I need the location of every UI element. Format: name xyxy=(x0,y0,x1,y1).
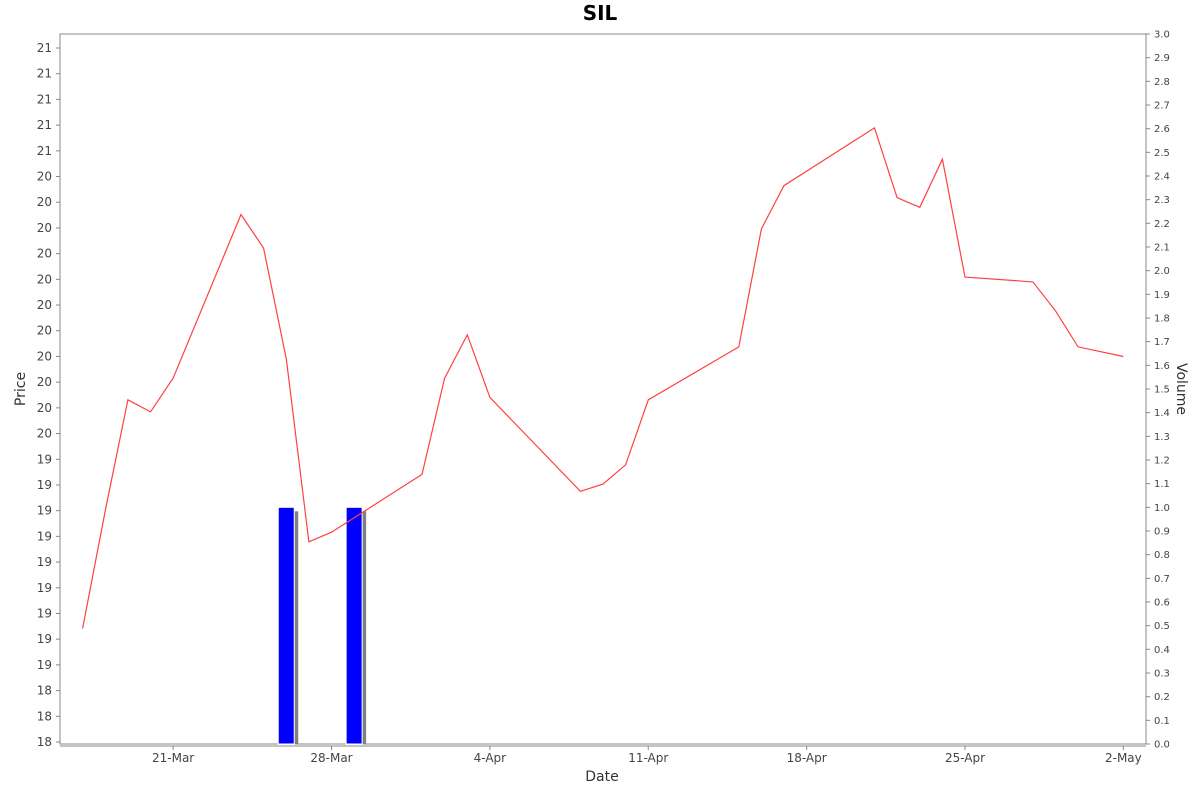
chart-title: SIL xyxy=(583,1,618,25)
price-tick-label: 21 xyxy=(37,67,52,81)
price-series xyxy=(82,126,1124,629)
price-tick-label: 18 xyxy=(37,684,52,698)
price-tick-label: 20 xyxy=(37,324,52,338)
volume-tick-label: 2.4 xyxy=(1154,172,1170,183)
volume-tick-label: 0.5 xyxy=(1154,621,1170,632)
y-axis-label-right: Volume xyxy=(1173,363,1189,415)
volume-tick-label: 1.5 xyxy=(1154,385,1170,396)
x-tick-label: 11-Apr xyxy=(628,751,668,765)
left-ticks: 21 21 21 21 21 20 20 20 20 20 20 20 20 20 20 20 19 19 19 19… xyxy=(37,41,60,749)
price-tick-label: 19 xyxy=(37,452,52,466)
volume-tick-label: 0.1 xyxy=(1154,716,1170,727)
volume-tick-label: 1.0 xyxy=(1154,503,1170,514)
x-tick-label: 28-Mar xyxy=(310,751,352,765)
volume-bar xyxy=(277,506,295,745)
price-tick-label: 19 xyxy=(37,658,52,672)
price-tick-label: 19 xyxy=(37,478,52,492)
price-tick-label: 20 xyxy=(37,375,52,389)
volume-tick-label: 1.2 xyxy=(1154,456,1170,467)
volume-tick-label: 3.0 xyxy=(1154,30,1170,41)
volume-tick-label: 0.0 xyxy=(1154,740,1170,751)
price-tick-label: 21 xyxy=(37,144,52,158)
volume-tick-label: 1.9 xyxy=(1154,290,1170,301)
x-tick-label: 21-Mar xyxy=(152,751,194,765)
price-tick-label: 18 xyxy=(37,709,52,723)
x-tick-label: 4-Apr xyxy=(474,751,507,765)
volume-tick-label: 0.6 xyxy=(1154,598,1170,609)
price-tick-label: 20 xyxy=(37,401,52,415)
x-tick-label: 18-Apr xyxy=(787,751,827,765)
price-tick-label: 21 xyxy=(37,118,52,132)
volume-tick-label: 0.9 xyxy=(1154,527,1170,538)
x-ticks: 21-Mar 28-Mar 4-Apr 11-Apr 18-Apr 25-Apr 2-May xyxy=(152,746,1142,765)
volume-tick-label: 2.7 xyxy=(1154,101,1170,112)
volume-tick-label: 2.2 xyxy=(1154,219,1170,230)
right-ticks: 3.0 2.9 2.8 2.7 2.6 2.5 2.4 2.3 2.2 2.1 2.0 1.9 1.8 1… xyxy=(1146,30,1170,751)
volume-tick-label: 2.6 xyxy=(1154,124,1170,135)
price-tick-label: 19 xyxy=(37,632,52,646)
price-tick-label: 19 xyxy=(37,581,52,595)
volume-tick-label: 2.8 xyxy=(1154,77,1170,88)
price-tick-label: 20 xyxy=(37,221,52,235)
plot-area xyxy=(59,33,1147,745)
volume-tick-label: 0.7 xyxy=(1154,574,1170,585)
volume-bars xyxy=(277,506,367,745)
volume-tick-label: 1.7 xyxy=(1154,337,1170,348)
price-tick-label: 20 xyxy=(37,247,52,261)
volume-tick-label: 2.3 xyxy=(1154,195,1170,206)
price-tick-label: 19 xyxy=(37,606,52,620)
price-tick-label: 21 xyxy=(37,41,52,55)
volume-tick-label: 1.3 xyxy=(1154,432,1170,443)
volume-tick-label: 0.3 xyxy=(1154,669,1170,680)
x-tick-label: 2-May xyxy=(1105,751,1142,765)
volume-tick-label: 1.1 xyxy=(1154,479,1170,490)
price-tick-label: 19 xyxy=(37,529,52,543)
volume-tick-label: 2.0 xyxy=(1154,266,1170,277)
price-tick-label: 20 xyxy=(37,349,52,363)
volume-tick-label: 1.4 xyxy=(1154,408,1170,419)
price-tick-label: 19 xyxy=(37,504,52,518)
price-tick-label: 20 xyxy=(37,170,52,184)
price-tick-label: 19 xyxy=(37,555,52,569)
volume-tick-label: 2.1 xyxy=(1154,243,1170,254)
y-axis-label-left: Price xyxy=(13,372,29,406)
price-line xyxy=(82,126,1124,629)
price-tick-label: 20 xyxy=(37,272,52,286)
volume-tick-label: 0.4 xyxy=(1154,645,1170,656)
price-tick-label: 20 xyxy=(37,427,52,441)
price-tick-label: 20 xyxy=(37,195,52,209)
volume-tick-label: 0.8 xyxy=(1154,550,1170,561)
volume-tick-label: 1.8 xyxy=(1154,314,1170,325)
x-axis-label: Date xyxy=(585,769,618,785)
price-tick-label: 18 xyxy=(37,735,52,749)
price-tick-label: 21 xyxy=(37,92,52,106)
price-tick-label: 20 xyxy=(37,298,52,312)
volume-tick-label: 1.6 xyxy=(1154,361,1170,372)
x-tick-label: 25-Apr xyxy=(945,751,985,765)
volume-tick-label: 2.5 xyxy=(1154,148,1170,159)
volume-bar xyxy=(345,506,363,745)
volume-tick-label: 0.2 xyxy=(1154,692,1170,703)
volume-tick-label: 2.9 xyxy=(1154,53,1170,64)
